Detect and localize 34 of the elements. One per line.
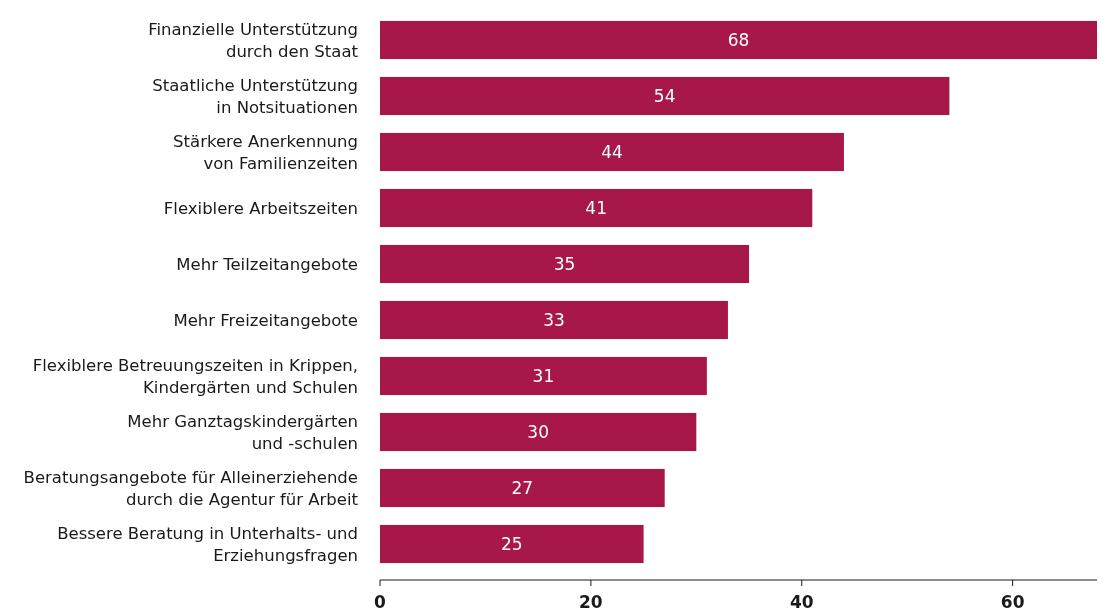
bar [380,468,665,508]
bar [380,188,813,228]
y-tick-label: Stärkere Anerkennung von Familienzeiten [173,131,358,173]
data-label: 41 [585,197,607,218]
data-label: 31 [532,365,555,386]
bar [380,132,844,172]
x-tick-label: 60 [1000,592,1025,612]
bar [380,244,750,284]
bar [380,524,644,564]
y-tick-label: Mehr Ganztagskindergärten und -schulen [127,411,358,453]
y-tick-label: Flexiblere Betreuungszeiten in Krippen, Kindergärten und Schulen [32,355,358,397]
y-tick-label: Flexiblere Arbeitszeiten [163,198,358,218]
y-tick-label: Mehr Freizeitangebote [173,310,358,330]
data-label: 33 [543,309,565,330]
bar [380,20,1097,60]
data-label: 25 [500,533,523,554]
bar [380,356,707,396]
x-tick-label: 40 [789,592,814,612]
bar [380,76,950,116]
y-tick-label: Mehr Teilzeitangebote [176,254,358,274]
data-label: 35 [553,253,576,274]
data-label: 54 [653,85,676,106]
x-tick-label: 20 [579,592,603,612]
bar [380,300,728,340]
data-label: 44 [601,141,623,162]
y-tick-label: Bessere Beratung in Unterhalts- und Erziehungsfragen [57,523,358,565]
y-tick-label: Beratungsangebote für Alleinerziehende durch die Agentur für Arbeit [23,467,359,509]
y-tick-label: Finanzielle Unterstützung durch den Staat [148,19,359,61]
data-label: 30 [527,421,549,442]
y-tick-label: Staatliche Unterstützung in Notsituationen [152,75,358,117]
data-label: 27 [511,477,534,498]
data-label: 68 [727,29,750,50]
bar [380,412,697,452]
x-tick-label: 0 [374,592,387,612]
